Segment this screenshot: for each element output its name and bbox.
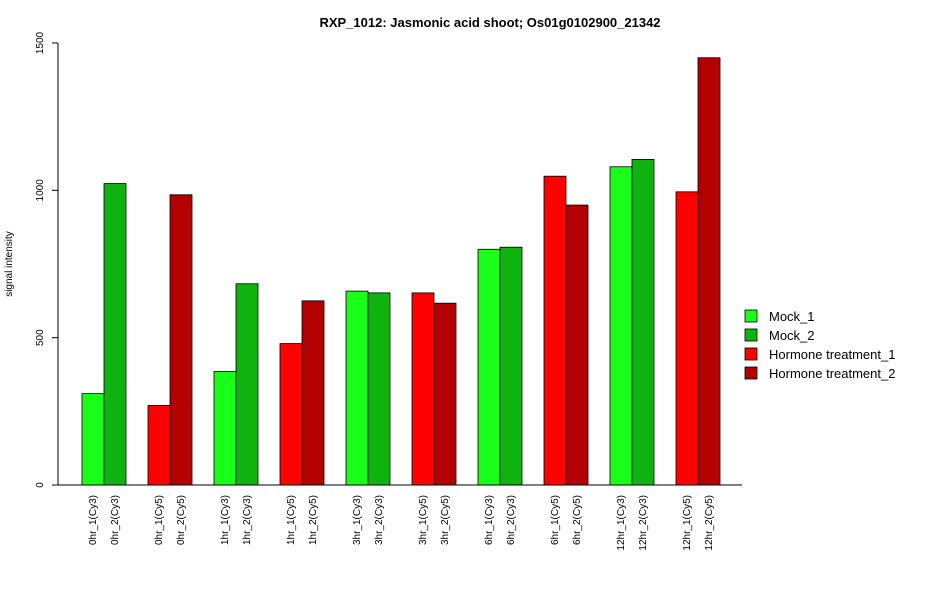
y-tick-label: 500 [35, 329, 46, 346]
bar [631, 158, 655, 486]
x-tick-label: 1hr_2(Cy3) [242, 495, 253, 545]
bar [609, 166, 633, 486]
bar [477, 248, 501, 486]
y-tick-label: 0 [35, 482, 46, 488]
x-tick-label: 1hr_1(Cy3) [220, 495, 231, 545]
x-tick-label: 6hr_2(Cy3) [506, 495, 517, 545]
x-tick-label: 3hr_1(Cy3) [352, 495, 363, 545]
chart-title: RXP_1012: Jasmonic acid shoot; Os01g0102… [319, 15, 660, 30]
x-tick-label: 6hr_1(Cy3) [484, 495, 495, 545]
bar [543, 175, 567, 486]
y-axis-label: signal intensity [4, 231, 15, 297]
y-tick-label: 1000 [35, 179, 46, 202]
bar [147, 405, 171, 486]
x-tick-label: 12hr_1(Cy5) [682, 495, 693, 551]
x-tick-label: 0hr_2(Cy5) [176, 495, 187, 545]
legend-label: Mock_2 [769, 328, 815, 343]
bar [411, 292, 435, 486]
x-tick-label: 1hr_2(Cy5) [308, 495, 319, 545]
bar [213, 371, 237, 486]
bar [81, 393, 105, 486]
bar [301, 300, 325, 486]
x-tick-label: 3hr_2(Cy3) [374, 495, 385, 545]
bar [169, 194, 193, 486]
x-tick-label: 3hr_1(Cy5) [418, 495, 429, 545]
bar [697, 57, 721, 486]
x-tick-label: 12hr_1(Cy3) [616, 495, 627, 551]
x-tick-label: 0hr_1(Cy3) [88, 495, 99, 545]
bar [499, 246, 523, 486]
bar [433, 302, 457, 486]
bar [279, 343, 303, 486]
bar [103, 183, 127, 486]
bars [58, 57, 742, 486]
x-tick-label: 6hr_1(Cy5) [550, 495, 561, 545]
legend-label: Mock_1 [769, 309, 815, 324]
legend-swatch [744, 328, 758, 342]
x-tick-label: 12hr_2(Cy3) [638, 495, 649, 551]
x-tick-label: 6hr_2(Cy5) [572, 495, 583, 545]
legend-label: Hormone treatment_2 [769, 366, 895, 381]
legend: Mock_1 Mock_2 Hormone treatment_1 Hormone t… [744, 309, 895, 381]
bar [675, 191, 699, 486]
bar [345, 290, 369, 486]
legend-label: Hormone treatment_1 [769, 347, 895, 362]
x-tick-label: 12hr_2(Cy5) [704, 495, 715, 551]
legend-swatch [744, 347, 758, 361]
x-tick-label: 3hr_2(Cy5) [440, 495, 451, 545]
legend-swatch [744, 309, 758, 323]
legend-swatch [744, 366, 758, 380]
y-axis: 0 500 1000 1500 [35, 31, 59, 488]
x-tick-label: 0hr_1(Cy5) [154, 495, 165, 545]
bar [367, 292, 391, 486]
x-tick-label: 0hr_2(Cy3) [110, 495, 121, 545]
x-tick-labels: 0hr_1(Cy3) 0hr_2(Cy3) 0hr_1(Cy5) 0hr_2(Cy5)… [88, 495, 715, 551]
y-tick-label: 1500 [35, 31, 46, 54]
bar [565, 204, 589, 486]
x-tick-label: 1hr_1(Cy5) [286, 495, 297, 545]
bar [235, 283, 259, 486]
